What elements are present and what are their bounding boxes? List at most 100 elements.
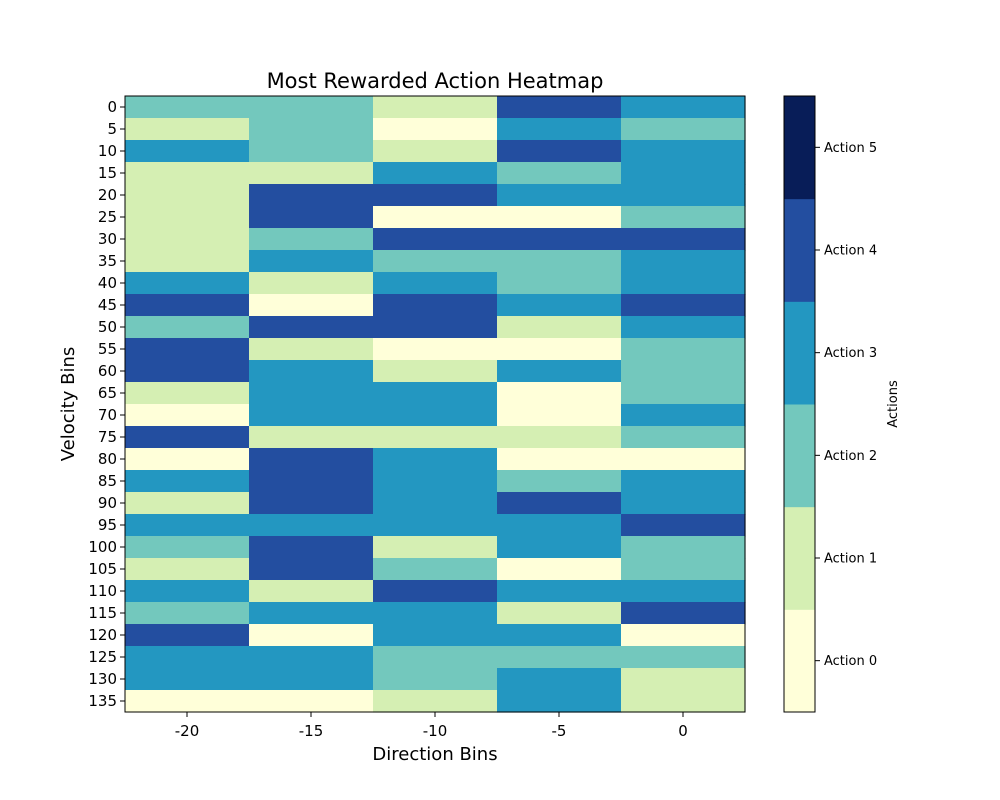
heatmap-cell <box>125 140 250 163</box>
heatmap-cell <box>125 668 250 691</box>
y-tick-label: 50 <box>98 318 117 336</box>
heatmap-cell <box>373 316 498 339</box>
heatmap-cell <box>249 338 374 361</box>
heatmap-cell <box>125 558 250 581</box>
heatmap-cell <box>249 162 374 185</box>
heatmap-cell <box>125 250 250 273</box>
heatmap-cell <box>497 624 622 647</box>
heatmap-cell <box>373 162 498 185</box>
heatmap-cell <box>621 118 746 141</box>
heatmap-cell <box>497 184 622 207</box>
heatmap-cell <box>249 206 374 229</box>
heatmap-cell <box>373 272 498 295</box>
y-tick-label: 40 <box>98 274 117 292</box>
x-tick-label: -15 <box>299 722 324 740</box>
heatmap-cell <box>497 294 622 317</box>
heatmap-cell <box>249 272 374 295</box>
colorbar-label: Actions <box>886 380 901 428</box>
y-tick-label: 95 <box>98 516 117 534</box>
heatmap-cell <box>125 360 250 383</box>
heatmap-cell <box>621 316 746 339</box>
heatmap-cell <box>249 140 374 163</box>
colorbar-frame <box>783 95 816 713</box>
heatmap-cell <box>497 140 622 163</box>
heatmap-cell <box>497 426 622 449</box>
heatmap-cell <box>249 514 374 537</box>
y-tick-label: 100 <box>88 538 117 556</box>
heatmap-cell <box>497 668 622 691</box>
heatmap-cell <box>621 294 746 317</box>
x-axis-label: Direction Bins <box>372 744 497 765</box>
heatmap-cell <box>373 206 498 229</box>
y-tick-label: 45 <box>98 296 117 314</box>
heatmap-cell <box>373 338 498 361</box>
heatmap-cell <box>125 448 250 471</box>
heatmap-cell <box>497 602 622 625</box>
heatmap-cell <box>249 96 374 119</box>
heatmap-cell <box>621 690 746 713</box>
colorbar-segment <box>784 198 815 302</box>
heatmap-cell <box>497 338 622 361</box>
heatmap-cell <box>621 602 746 625</box>
heatmap-cell <box>373 96 498 119</box>
colorbar-segment <box>784 506 815 610</box>
heatmap-cell <box>621 580 746 603</box>
heatmap-cell <box>497 118 622 141</box>
y-tick-label: 70 <box>98 406 117 424</box>
heatmap-cell <box>249 360 374 383</box>
heatmap-cell <box>497 492 622 515</box>
heatmap-cell <box>621 228 746 251</box>
heatmap-cell <box>373 382 498 405</box>
heatmap-cell <box>373 558 498 581</box>
heatmap-cell <box>125 426 250 449</box>
y-tick-label: 115 <box>88 604 117 622</box>
heatmap-cell <box>373 294 498 317</box>
heatmap-cell <box>125 338 250 361</box>
heatmap-cell <box>249 250 374 273</box>
y-tick-label: 15 <box>98 164 117 182</box>
y-tick-label: 120 <box>88 626 117 644</box>
y-tick-label: 0 <box>107 98 117 116</box>
heatmap-cell <box>497 536 622 559</box>
heatmap-cell <box>497 690 622 713</box>
heatmap-cell <box>125 316 250 339</box>
colorbar-segment <box>784 404 815 508</box>
heatmap-cell <box>621 646 746 669</box>
heatmap-cell <box>621 470 746 493</box>
y-tick-label: 20 <box>98 186 117 204</box>
heatmap-cell <box>621 536 746 559</box>
heatmap-cell <box>373 624 498 647</box>
heatmap-cell <box>125 514 250 537</box>
heatmap-cell <box>373 690 498 713</box>
heatmap-cell <box>125 404 250 427</box>
y-tick-label: 55 <box>98 340 117 358</box>
colorbar-tick-label: Action 2 <box>824 449 877 464</box>
heatmap-cell <box>621 162 746 185</box>
heatmap-cell <box>125 382 250 405</box>
heatmap-cell <box>125 272 250 295</box>
heatmap-cell <box>249 624 374 647</box>
heatmap-cell <box>249 404 374 427</box>
heatmap-cell <box>373 646 498 669</box>
heatmap-cell <box>497 646 622 669</box>
colorbar-segment <box>784 96 815 200</box>
heatmap-cell <box>621 184 746 207</box>
chart-title: Most Rewarded Action Heatmap <box>267 69 604 93</box>
heatmap-cell <box>125 646 250 669</box>
y-tick-label: 25 <box>98 208 117 226</box>
heatmap-cell <box>497 382 622 405</box>
heatmap-cell <box>373 470 498 493</box>
heatmap-cell <box>621 492 746 515</box>
heatmap-cell <box>497 316 622 339</box>
heatmap-cell <box>373 580 498 603</box>
heatmap-cell <box>125 118 250 141</box>
heatmap-cell <box>621 206 746 229</box>
heatmap-cell <box>125 690 250 713</box>
heatmap-cell <box>125 228 250 251</box>
heatmap-cell <box>373 602 498 625</box>
x-tick-label: -10 <box>423 722 448 740</box>
heatmap-cell <box>249 228 374 251</box>
heatmap-cell <box>125 602 250 625</box>
heatmap-cell <box>373 536 498 559</box>
